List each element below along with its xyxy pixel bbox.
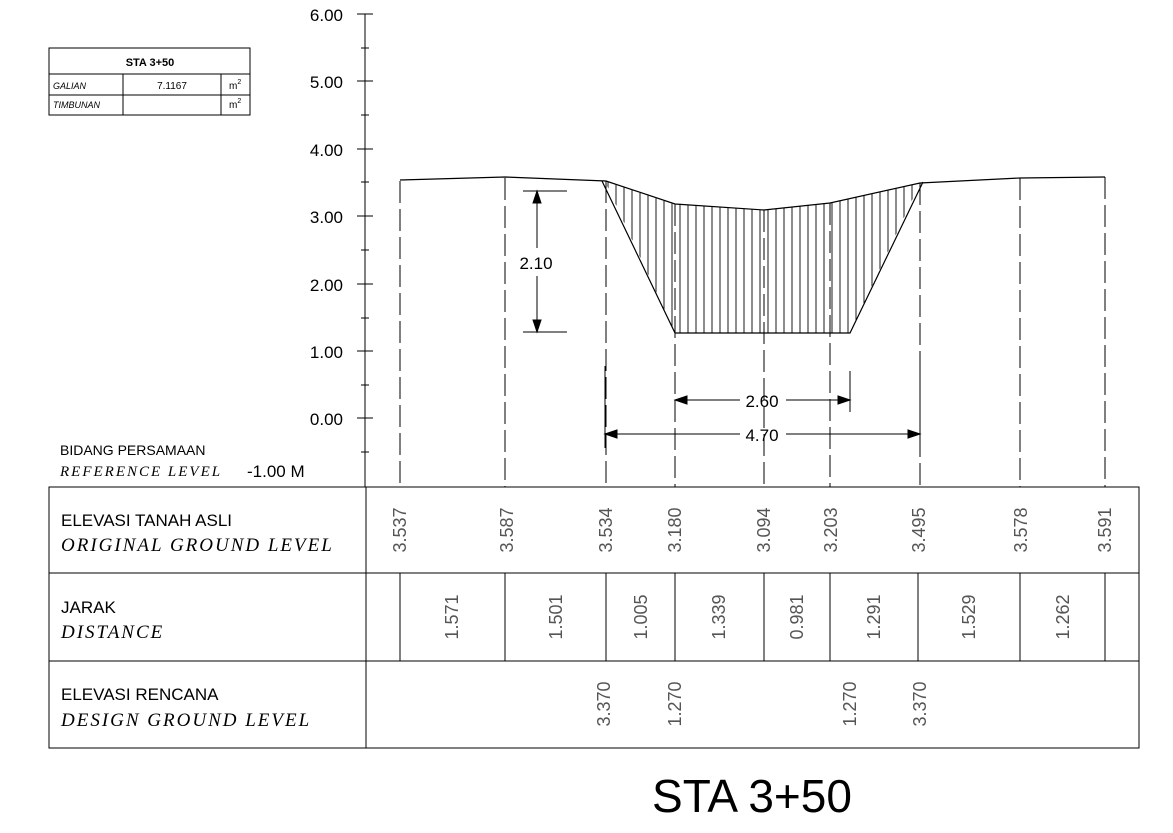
distance-row-label-en: DISTANCE [60,622,164,643]
reference-label-en: REFERENCE LEVEL [59,464,222,480]
ground-level-value: 3.587 [497,507,517,552]
ground-row-label-id: ELEVASI TANAH ASLI [61,511,232,530]
design-row-label-en: DESIGN GROUND LEVEL [60,710,311,731]
y-tick-label: 4.00 [310,141,343,160]
y-tick-label: 1.00 [310,343,343,362]
y-tick-label: 0.00 [310,410,343,429]
distance-value: 0.981 [787,594,807,639]
summary-table-title: STA 3+50 [126,57,175,69]
distance-value: 1.339 [709,594,729,639]
ground-level-values: 3.537 3.587 3.534 3.180 3.094 3.203 3.495 3.578… [390,507,1115,552]
y-tick-label: 2.00 [310,276,343,295]
ground-row-label-en: ORIGINAL GROUND LEVEL [61,535,334,556]
design-level-value: 1.270 [840,681,860,726]
distance-row-label-id: JARAK [61,598,116,617]
distance-value: 1.529 [959,594,979,639]
ground-level-value: 3.495 [909,507,929,552]
design-level-value: 1.270 [665,681,685,726]
distance-value: 1.501 [546,594,566,639]
ground-level-value: 3.094 [754,507,774,552]
ground-level-value: 3.537 [390,507,410,552]
design-section-line [601,180,924,334]
design-level-value: 3.370 [594,681,614,726]
galian-value: 7.1167 [157,81,187,92]
depth-dimension [523,189,567,334]
station-lines [399,177,1106,487]
reference-label-id: BIDANG PERSAMAAN [60,442,205,458]
distance-value: 1.291 [864,594,884,639]
top-width-label: 4.70 [745,426,778,445]
timbunan-label: TIMBUNAN [53,100,101,110]
distance-value: 1.262 [1053,594,1073,639]
reference-value: -1.00 M [247,462,305,481]
data-table-grid [48,486,1140,749]
original-ground-line [399,176,1106,211]
galian-unit: m2 [229,79,241,92]
y-tick-label: 6.00 [310,6,343,25]
y-tick-label: 3.00 [310,208,343,227]
galian-label: GALIAN [53,81,87,91]
distance-value: 1.571 [442,594,462,639]
design-level-value: 3.370 [910,681,930,726]
ground-level-value: 3.180 [665,507,685,552]
depth-dimension-label: 2.10 [519,254,552,273]
ground-level-value: 3.534 [596,507,616,552]
y-tick-label: 5.00 [310,73,343,92]
width-dimensions [603,366,922,448]
design-row-label-id: ELEVASI RENCANA [61,685,219,704]
distance-values: 1.571 1.501 1.005 1.339 0.981 1.291 1.529 1.262 [442,594,1073,639]
summary-table [48,47,251,116]
timbunan-unit: m2 [229,98,241,111]
ground-level-value: 3.203 [821,507,841,552]
design-level-values: 3.370 1.270 1.270 3.370 [594,681,930,726]
distance-value: 1.005 [631,594,651,639]
bottom-width-label: 2.60 [745,392,778,411]
ground-level-value: 3.591 [1095,507,1115,552]
y-axis [357,13,373,487]
ground-level-value: 3.578 [1011,507,1031,552]
footer-station-title: STA 3+50 [652,770,852,822]
